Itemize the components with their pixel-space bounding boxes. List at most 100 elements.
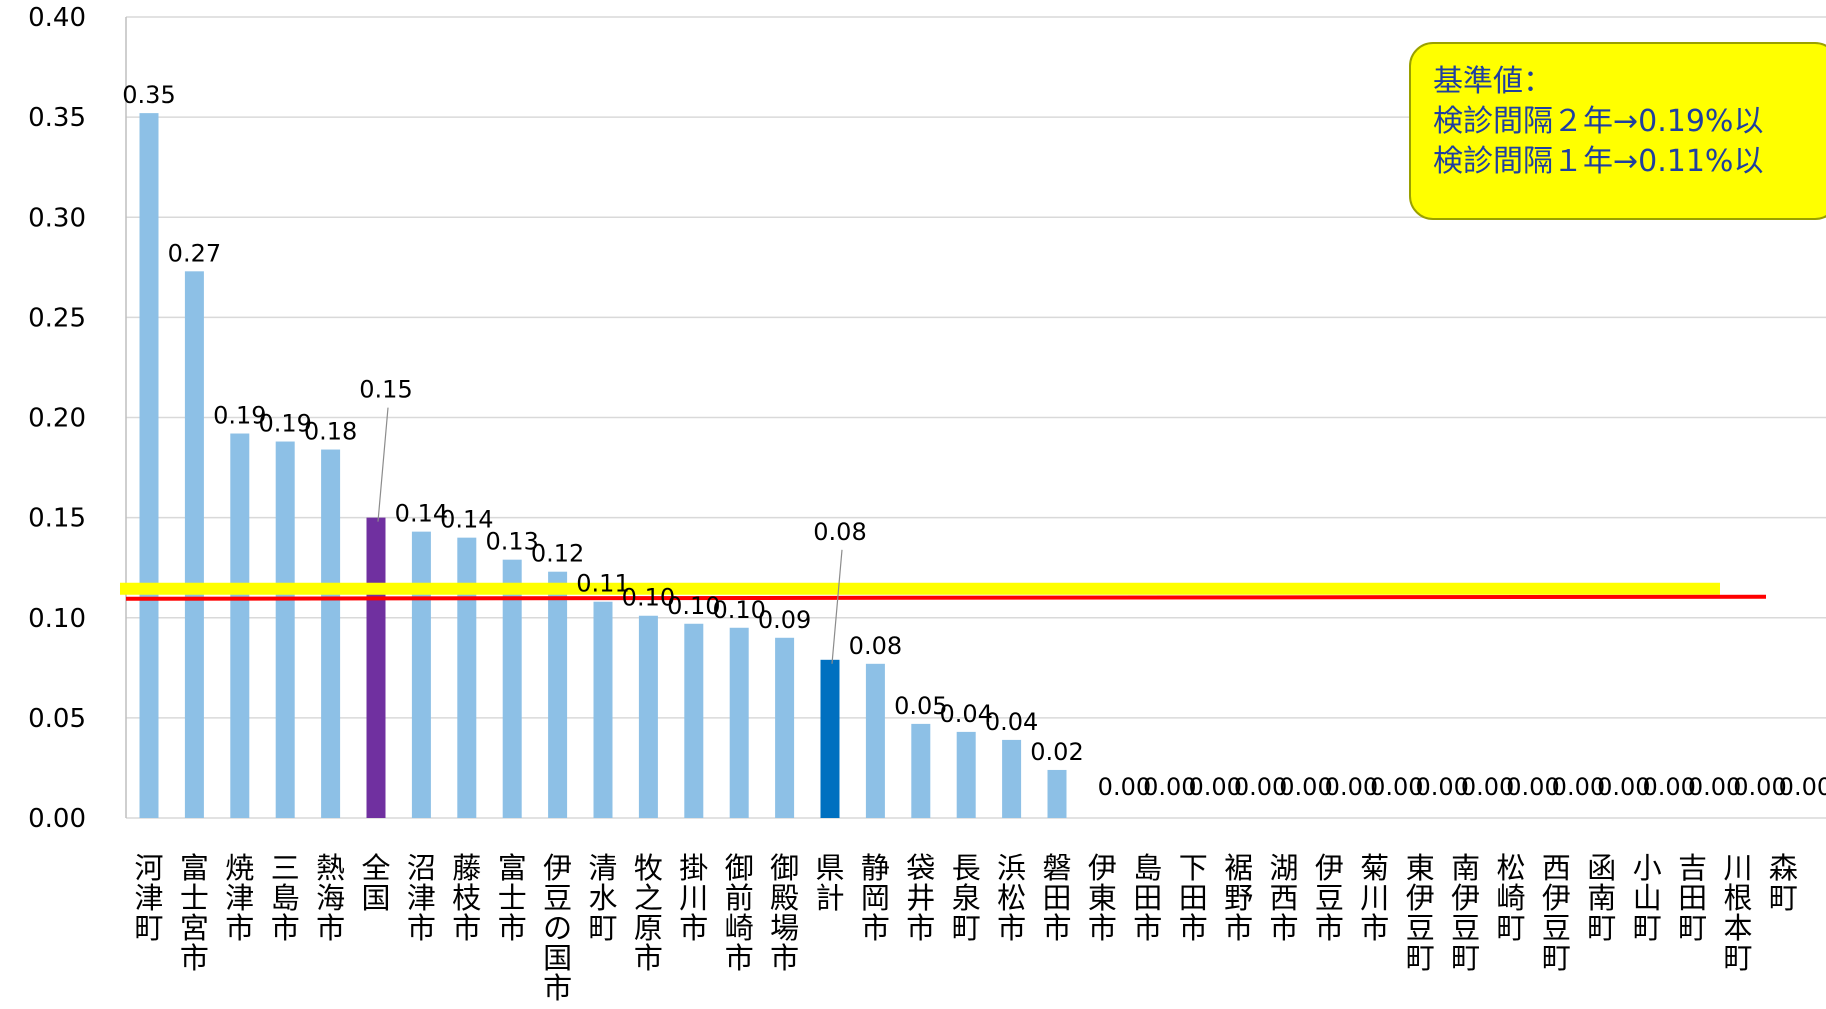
category-label: 市	[1315, 911, 1344, 945]
data-label: 0.10	[712, 596, 765, 624]
category-label: 野	[1224, 881, 1253, 915]
category-label: 枝	[452, 881, 481, 915]
data-label: 0.04	[985, 708, 1038, 736]
bar	[775, 637, 795, 818]
data-label: 0.19	[258, 410, 311, 438]
category-label: 町	[1678, 911, 1707, 945]
bar	[548, 571, 568, 818]
category-label: 森	[1769, 851, 1798, 885]
category-label: 宮	[180, 911, 209, 945]
category-label: 西	[1269, 881, 1298, 915]
category-label: 市	[725, 941, 754, 975]
data-label: 0.00	[1506, 773, 1559, 801]
data-label: 0.12	[531, 540, 584, 568]
category-label: 菊	[1360, 851, 1389, 885]
bar	[911, 723, 931, 818]
category-label: 県	[815, 851, 844, 885]
bar	[321, 449, 341, 818]
data-label: 0.00	[1597, 773, 1650, 801]
gridlines	[126, 16, 1826, 819]
category-label: 磐	[1042, 851, 1071, 885]
category-label: 町	[1587, 911, 1616, 945]
category-label: 小	[1633, 851, 1662, 885]
category-label: 田	[1179, 881, 1208, 915]
category-label: 河	[134, 851, 163, 885]
y-tick-label: 0.00	[28, 804, 86, 834]
category-label: 掛	[679, 851, 708, 885]
data-label: 0.00	[1415, 773, 1468, 801]
category-label: 市	[861, 911, 890, 945]
bar	[366, 517, 386, 818]
category-label: 市	[452, 911, 481, 945]
category-label: 町	[588, 911, 617, 945]
bar	[593, 601, 613, 818]
category-label: 市	[1360, 911, 1389, 945]
category-label: 豆	[1451, 911, 1480, 945]
x-axis-categories: 河津町富士宮市焼津市三島市熱海市全国沼津市藤枝市富士市伊豆の国市清水町牧之原市掛…	[134, 851, 1797, 1005]
category-label: 東	[1406, 851, 1435, 885]
data-label: 0.08	[849, 632, 902, 660]
annotation-line-2: 検診間隔２年→0.19%以	[1433, 104, 1764, 139]
category-label: 町	[1496, 911, 1525, 945]
category-label: 市	[407, 911, 436, 945]
category-label: 豆	[543, 881, 572, 915]
category-label: 東	[1088, 881, 1117, 915]
category-label: 泉	[952, 881, 981, 915]
category-label: 海	[316, 881, 345, 915]
category-label: 市	[906, 911, 935, 945]
data-label: 0.00	[1325, 773, 1378, 801]
category-label: 国	[543, 941, 572, 975]
category-label: 豆	[1406, 911, 1435, 945]
bar	[139, 113, 159, 819]
bar	[457, 537, 477, 818]
category-label: 市	[1224, 911, 1253, 945]
category-label: 全	[361, 851, 390, 885]
category-label: 市	[1269, 911, 1298, 945]
y-tick-label: 0.05	[28, 704, 86, 734]
data-label: 0.14	[440, 506, 493, 534]
category-label: 原	[634, 911, 663, 945]
category-label: 川	[1360, 881, 1389, 915]
data-label: 0.10	[622, 584, 675, 612]
bar	[411, 531, 431, 818]
bar	[502, 559, 522, 818]
reference-lines	[120, 582, 1767, 601]
category-label: 長	[952, 851, 981, 885]
category-label: 水	[588, 881, 617, 915]
category-label: 松	[997, 881, 1026, 915]
category-label: 士	[498, 881, 527, 915]
category-label: 津	[407, 881, 436, 915]
bars	[139, 113, 1067, 819]
data-label: 0.00	[1688, 773, 1741, 801]
category-label: 牧	[634, 851, 663, 885]
bar	[638, 615, 658, 818]
data-label: 0.09	[758, 606, 811, 634]
category-label: 裾	[1224, 851, 1253, 885]
category-label: 松	[1496, 851, 1525, 885]
category-label: 場	[770, 911, 799, 945]
data-label: 0.19	[213, 402, 266, 430]
category-label: 市	[180, 941, 209, 975]
data-label: 0.00	[1370, 773, 1423, 801]
annotation-line-3: 検診間隔１年→0.11%以	[1433, 144, 1764, 179]
category-label: 南	[1451, 851, 1480, 885]
y-tick-label: 0.35	[28, 103, 86, 133]
data-label: 0.00	[1234, 773, 1287, 801]
data-label: 0.35	[122, 81, 175, 109]
category-label: 御	[725, 851, 754, 885]
leader-line	[377, 407, 389, 522]
category-label: 井	[906, 881, 935, 915]
category-label: 町	[1542, 941, 1571, 975]
data-label: 0.00	[1098, 773, 1151, 801]
category-label: 焼	[225, 851, 254, 885]
annotation-line-1: 基準値：	[1433, 64, 1553, 99]
category-label: 市	[679, 911, 708, 945]
category-label: 津	[225, 881, 254, 915]
data-label: 0.10	[667, 592, 720, 620]
category-label: 島	[1133, 851, 1162, 885]
category-label: 川	[1723, 851, 1752, 885]
data-label: 0.15	[359, 376, 412, 404]
data-label: 0.00	[1279, 773, 1332, 801]
category-label: 南	[1587, 881, 1616, 915]
